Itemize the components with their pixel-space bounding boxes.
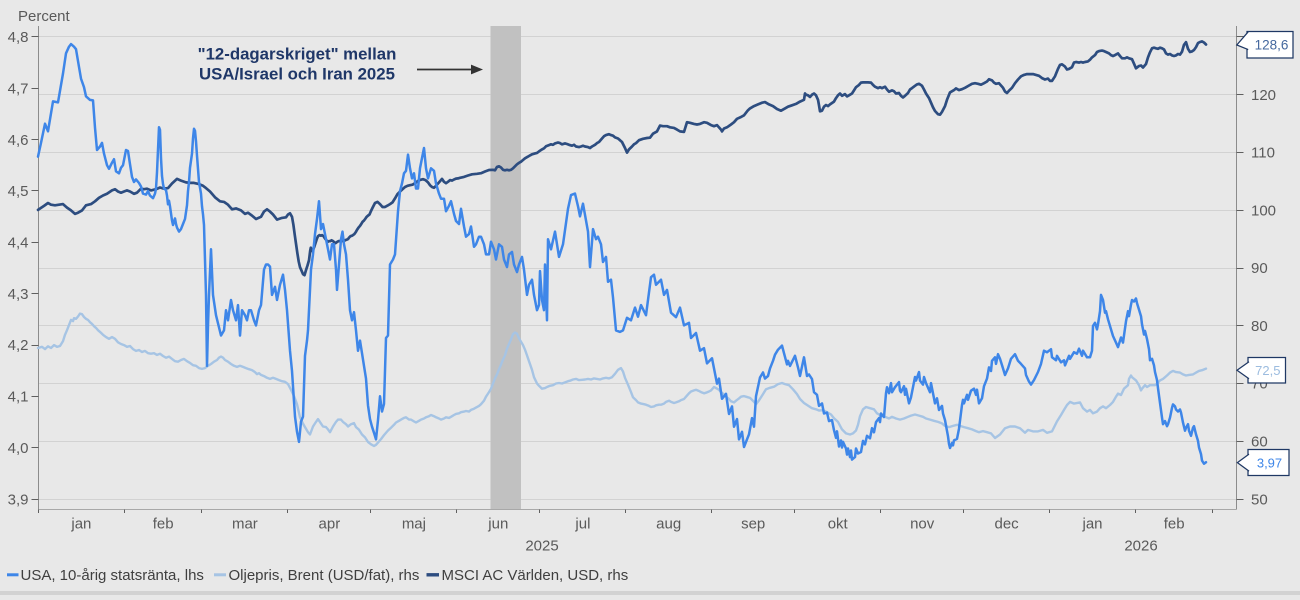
svg-text:4,5: 4,5 xyxy=(8,183,29,200)
svg-text:"12-dagarskriget" mellan: "12-dagarskriget" mellan xyxy=(198,45,397,64)
svg-text:jun: jun xyxy=(487,516,508,533)
svg-text:okt: okt xyxy=(828,516,849,533)
svg-text:4,4: 4,4 xyxy=(8,235,29,252)
svg-text:maj: maj xyxy=(402,516,426,533)
svg-text:2026: 2026 xyxy=(1124,538,1157,555)
svg-text:4,7: 4,7 xyxy=(8,81,29,98)
svg-text:3,9: 3,9 xyxy=(8,491,29,508)
svg-text:80: 80 xyxy=(1251,318,1268,335)
svg-text:4,3: 4,3 xyxy=(8,286,29,303)
svg-text:USA, 10-årig statsränta, lhs: USA, 10-årig statsränta, lhs xyxy=(21,567,204,584)
svg-text:jan: jan xyxy=(1081,516,1102,533)
svg-text:50: 50 xyxy=(1251,491,1268,508)
svg-text:3,97: 3,97 xyxy=(1257,455,1282,470)
svg-text:60: 60 xyxy=(1251,434,1268,451)
svg-text:4,6: 4,6 xyxy=(8,132,29,149)
svg-text:120: 120 xyxy=(1251,87,1276,104)
svg-text:feb: feb xyxy=(1164,516,1185,533)
svg-text:Percent: Percent xyxy=(18,8,71,25)
svg-text:dec: dec xyxy=(995,516,1020,533)
svg-text:4,0: 4,0 xyxy=(8,440,29,457)
svg-text:110: 110 xyxy=(1251,145,1275,162)
svg-text:nov: nov xyxy=(910,516,935,533)
svg-text:72,5: 72,5 xyxy=(1255,363,1280,378)
svg-text:4,2: 4,2 xyxy=(8,337,29,354)
svg-text:4,8: 4,8 xyxy=(8,29,29,46)
svg-text:Oljepris, Brent (USD/fat), rhs: Oljepris, Brent (USD/fat), rhs xyxy=(229,567,420,584)
svg-text:mar: mar xyxy=(232,516,258,533)
svg-text:MSCI AC Världen, USD, rhs: MSCI AC Världen, USD, rhs xyxy=(442,567,629,584)
svg-text:apr: apr xyxy=(319,516,341,533)
svg-text:100: 100 xyxy=(1251,202,1276,219)
svg-text:jul: jul xyxy=(574,516,590,533)
svg-text:4,1: 4,1 xyxy=(8,389,29,406)
svg-text:sep: sep xyxy=(741,516,765,533)
svg-text:2025: 2025 xyxy=(525,538,558,555)
svg-text:90: 90 xyxy=(1251,260,1268,277)
svg-text:aug: aug xyxy=(656,516,681,533)
svg-text:feb: feb xyxy=(153,516,174,533)
svg-text:USA/Israel och Iran 2025: USA/Israel och Iran 2025 xyxy=(199,64,395,83)
svg-text:128,6: 128,6 xyxy=(1255,38,1289,53)
svg-text:jan: jan xyxy=(70,516,91,533)
